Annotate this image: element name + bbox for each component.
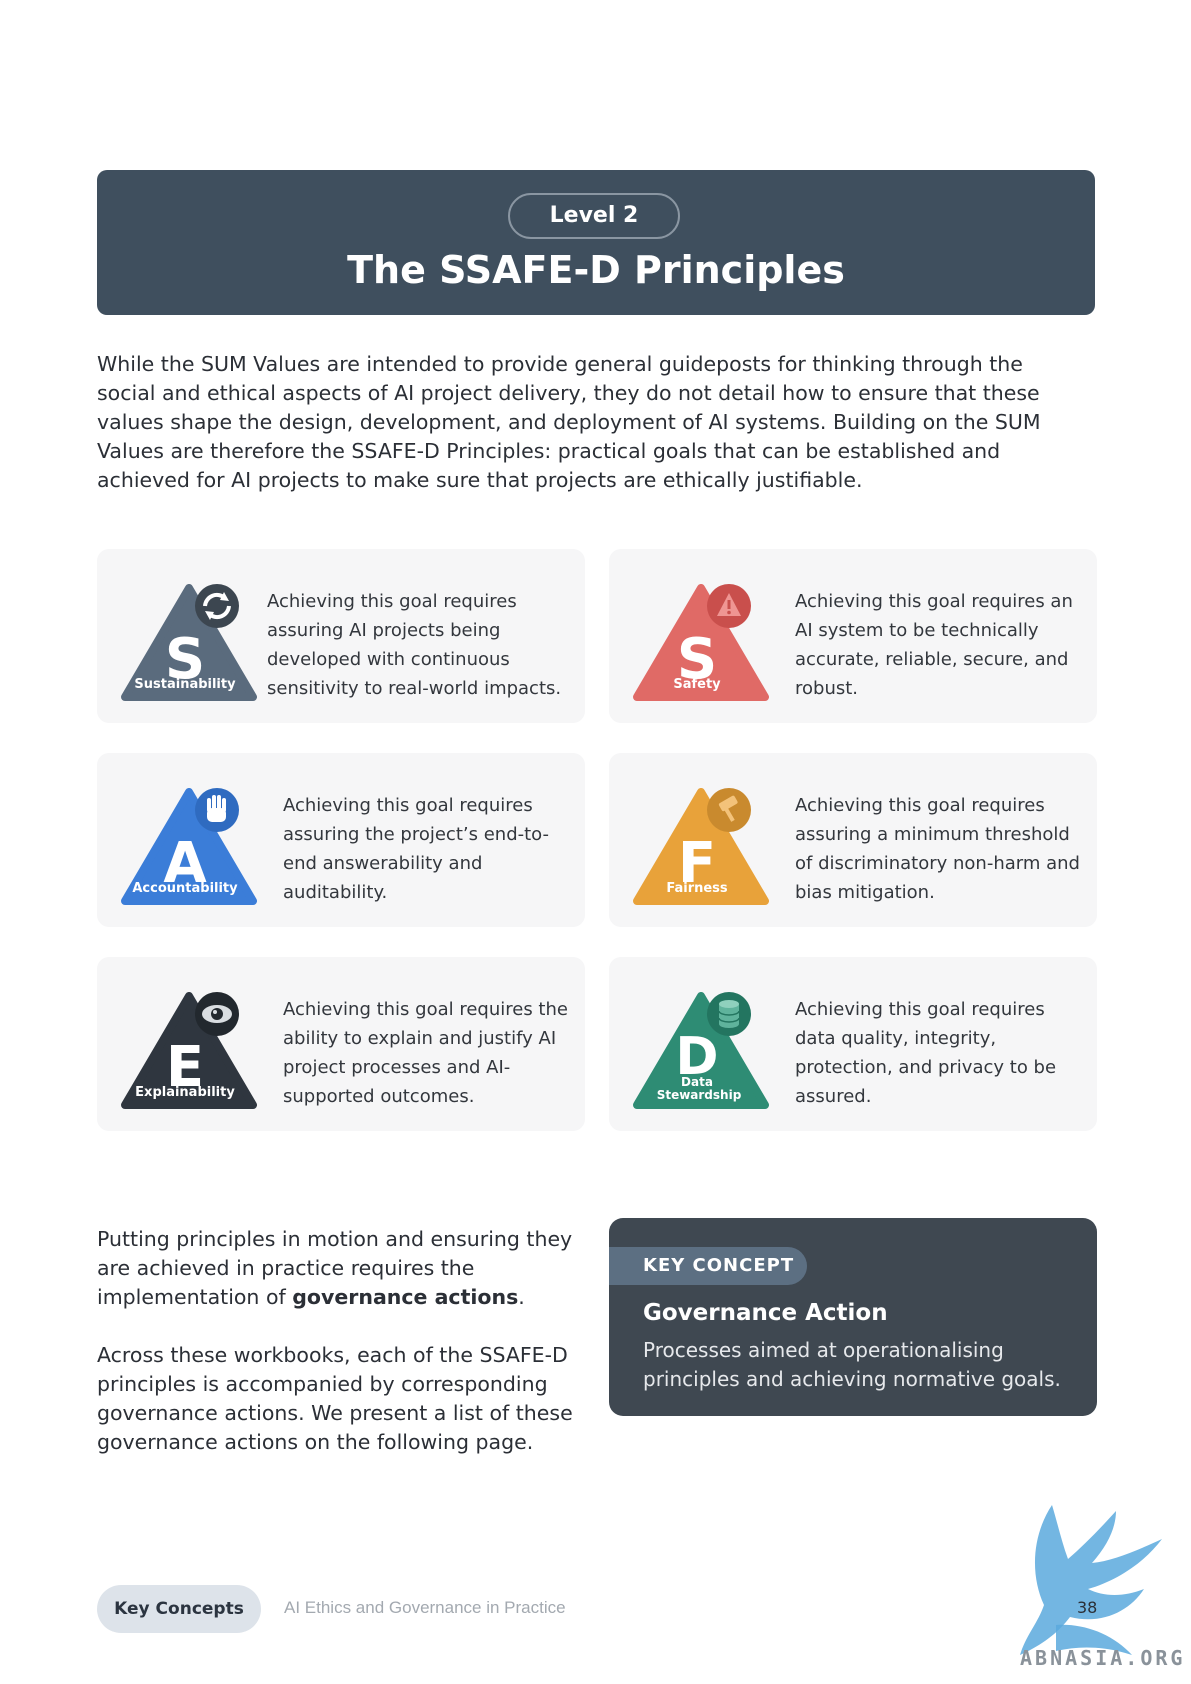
principle-letter: F xyxy=(678,831,716,896)
principle-name: Safety xyxy=(673,677,721,692)
footer-title: AI Ethics and Governance in Practice xyxy=(284,1598,566,1617)
principle-letter: S xyxy=(165,627,205,692)
page-title: The SSAFE-D Principles xyxy=(347,248,845,292)
hand-icon xyxy=(195,788,239,832)
principle-name: Sustainability xyxy=(134,677,236,692)
governance-explanation: Putting principles in motion and ensurin… xyxy=(97,1225,577,1486)
key-concept-box: KEY CONCEPT Governance Action Processes … xyxy=(609,1218,1097,1416)
governance-paragraph-1: Putting principles in motion and ensurin… xyxy=(97,1227,573,1309)
principle-name-line1: Data xyxy=(681,1075,713,1089)
principle-description: Achieving this goal requires assuring th… xyxy=(283,795,550,903)
principle-card-explainability: E Explainability Achieving this goal req… xyxy=(97,957,585,1131)
principle-name: Explainability xyxy=(135,1085,235,1100)
governance-actions-emphasis: governance actions xyxy=(292,1285,519,1309)
principle-card-sustainability: S Sustainability Achieving this goal req… xyxy=(97,549,585,723)
principle-description: Achieving this goal requires data qualit… xyxy=(795,999,1057,1107)
explainability-badge: E Explainability xyxy=(121,992,257,1109)
recycle-icon xyxy=(195,584,239,628)
principle-name: Fairness xyxy=(666,881,728,896)
principle-description: Achieving this goal requires the ability… xyxy=(283,999,568,1107)
principle-card-fairness: F Fairness Achieving this goal requires … xyxy=(609,753,1097,927)
principle-description: Achieving this goal requires an AI syste… xyxy=(795,591,1073,699)
database-icon xyxy=(707,992,751,1036)
watermark: ABNASIA.ORG xyxy=(1020,1646,1186,1670)
key-concept-tag: KEY CONCEPT xyxy=(609,1247,807,1285)
principle-card-accountability: A Accountability Achieving this goal req… xyxy=(97,753,585,927)
sustainability-badge: S Sustainability xyxy=(121,584,257,701)
fairness-badge: F Fairness xyxy=(633,788,769,905)
principle-card-safety: S Safety Achieving this goal requires an… xyxy=(609,549,1097,723)
accountability-badge: A Accountability xyxy=(121,788,257,905)
principle-card-data-stewardship: D Data Stewardship Achieving this goal r… xyxy=(609,957,1097,1131)
key-concepts-pill[interactable]: Key Concepts xyxy=(97,1585,261,1633)
principle-description: Achieving this goal requires assuring a … xyxy=(795,795,1080,903)
principle-description: Achieving this goal requires assuring AI… xyxy=(267,591,562,699)
principle-name-line2: Stewardship xyxy=(657,1088,742,1102)
level-badge: Level 2 xyxy=(508,193,680,239)
governance-paragraph-2: Across these workbooks, each of the SSAF… xyxy=(97,1343,573,1454)
key-concept-title: Governance Action xyxy=(643,1300,888,1326)
principle-name: Accountability xyxy=(132,881,238,896)
level-header: Level 2 The SSAFE-D Principles xyxy=(97,170,1095,315)
intro-paragraph: While the SUM Values are intended to pro… xyxy=(97,352,1041,492)
page-number: 38 xyxy=(1077,1598,1098,1617)
data-stewardship-badge: D Data Stewardship xyxy=(633,992,769,1109)
safety-badge: S Safety xyxy=(633,584,769,701)
principle-letter: S xyxy=(677,627,717,692)
key-concept-text: Processes aimed at operationalising prin… xyxy=(643,1338,1061,1391)
principle-letter: A xyxy=(163,831,207,896)
warning-icon xyxy=(707,584,751,628)
gavel-icon xyxy=(707,788,751,832)
principle-letter: D xyxy=(675,1027,718,1087)
griffin-logo-icon xyxy=(1020,1505,1162,1655)
eye-icon xyxy=(195,992,239,1036)
principle-letter: E xyxy=(166,1035,204,1100)
